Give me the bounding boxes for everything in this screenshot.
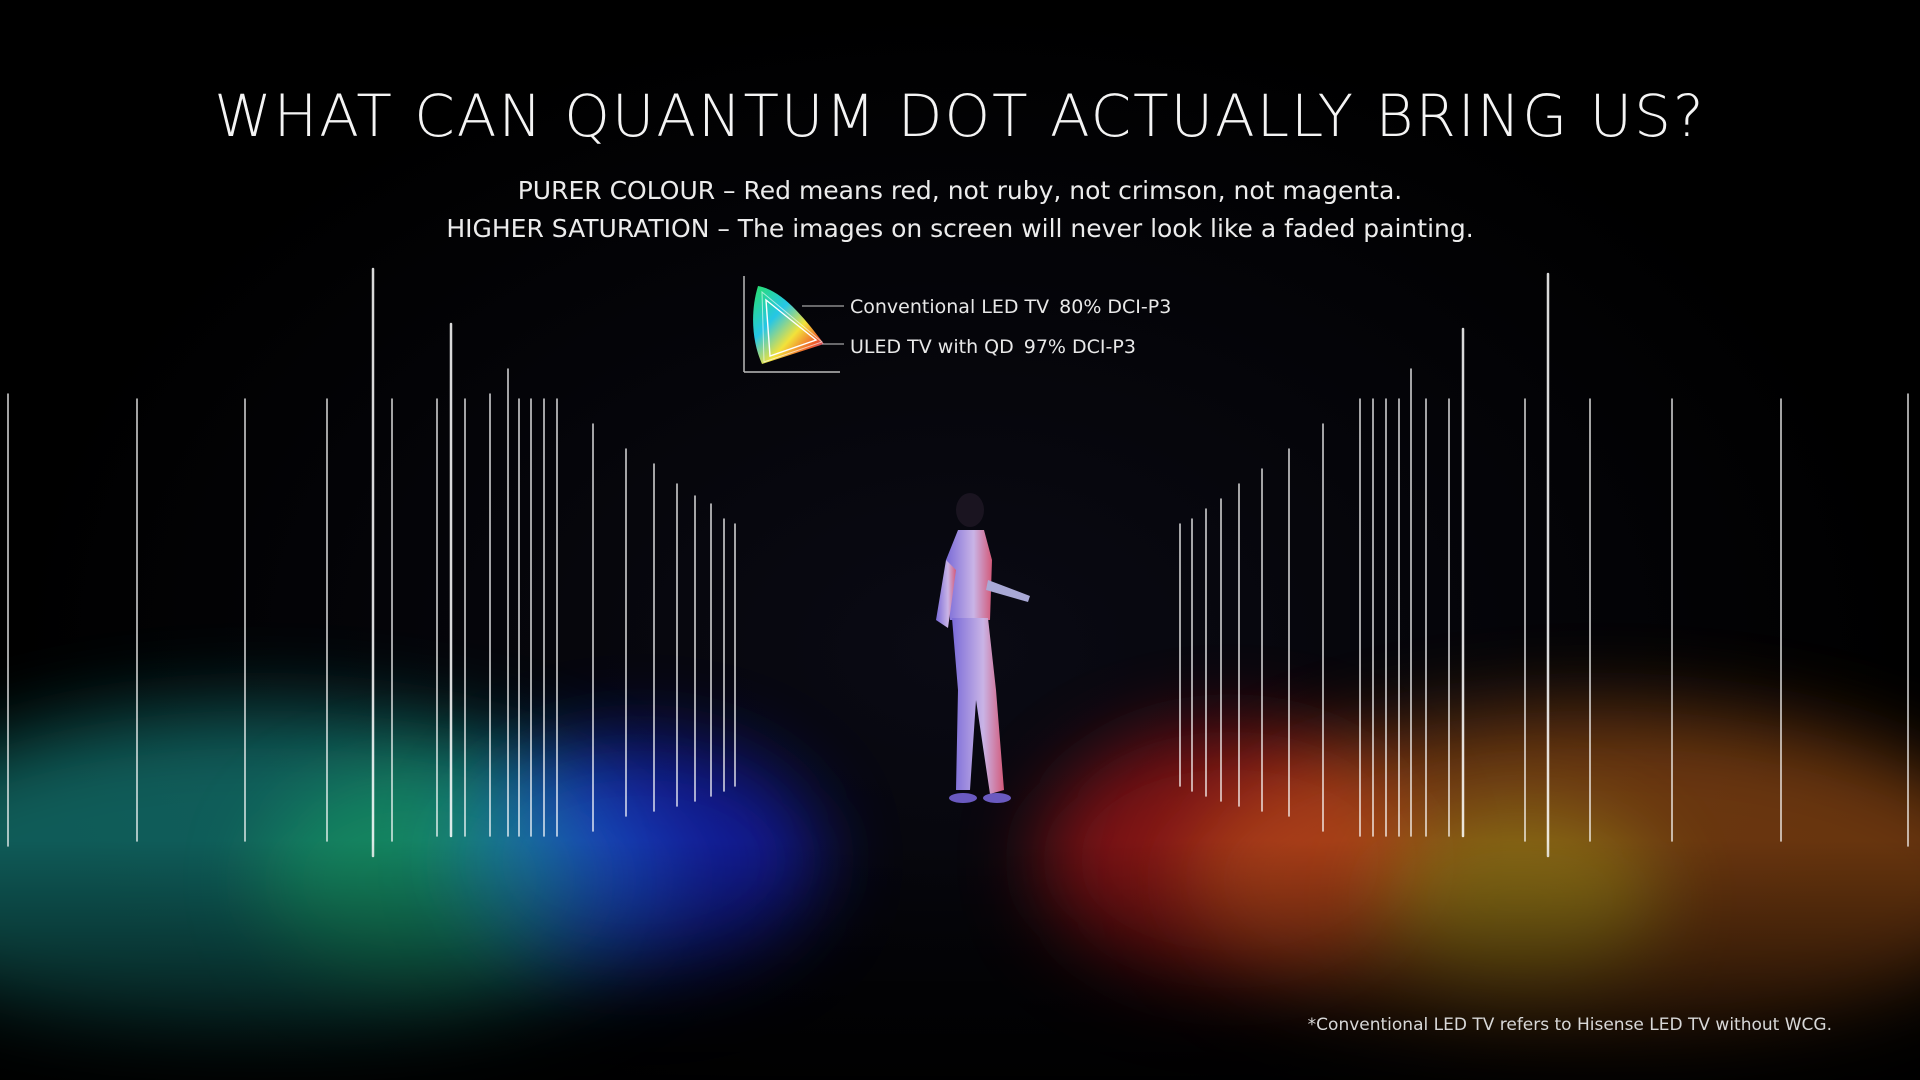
light-tubes xyxy=(5,262,1911,863)
person-silhouette xyxy=(936,493,1030,803)
color-gamut-legend: Conventional LED TV 80% DCI-P3 ULED TV wi… xyxy=(740,272,1180,382)
footnote: *Conventional LED TV refers to Hisense L… xyxy=(1307,1015,1832,1035)
page-title: WHAT CAN QUANTUM DOT ACTUALLY BRING US? xyxy=(214,82,1706,150)
gamut-legend-item-conventional: Conventional LED TV 80% DCI-P3 xyxy=(850,296,1171,318)
color-gamut-diagram-icon xyxy=(743,276,844,373)
subtitle-line-2: HIGHER SATURATION – The images on screen… xyxy=(446,214,1474,243)
subtitle-line-1: PURER COLOUR – Red means red, not ruby, … xyxy=(517,176,1403,205)
gamut-legend-label: ULED TV with QD xyxy=(850,336,1014,358)
gamut-legend-label: Conventional LED TV xyxy=(850,296,1050,318)
gamut-legend-value: 80% DCI-P3 xyxy=(1059,296,1172,318)
gamut-legend-value: 97% DCI-P3 xyxy=(1023,336,1136,358)
gamut-legend-item-uled: ULED TV with QD 97% DCI-P3 xyxy=(850,336,1136,358)
